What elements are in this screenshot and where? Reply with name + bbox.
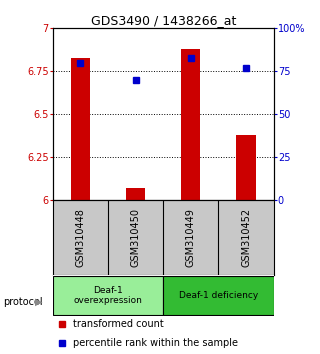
Text: Deaf-1
overexpression: Deaf-1 overexpression (74, 286, 142, 305)
Text: GSM310449: GSM310449 (186, 208, 196, 267)
Bar (53, 276, 163, 315)
Text: GSM310448: GSM310448 (76, 208, 85, 267)
Text: GSM310452: GSM310452 (241, 208, 251, 267)
Bar (163, 276, 274, 315)
Text: ▶: ▶ (35, 297, 42, 307)
Text: protocol: protocol (3, 297, 43, 307)
Title: GDS3490 / 1438266_at: GDS3490 / 1438266_at (91, 14, 236, 27)
Bar (126, 188, 145, 200)
Text: GSM310450: GSM310450 (131, 208, 140, 267)
Text: percentile rank within the sample: percentile rank within the sample (73, 338, 238, 348)
Bar (236, 135, 256, 200)
Text: Deaf-1 deficiency: Deaf-1 deficiency (179, 291, 258, 300)
Bar (181, 49, 200, 200)
Bar (71, 58, 90, 200)
Text: transformed count: transformed count (73, 319, 164, 329)
